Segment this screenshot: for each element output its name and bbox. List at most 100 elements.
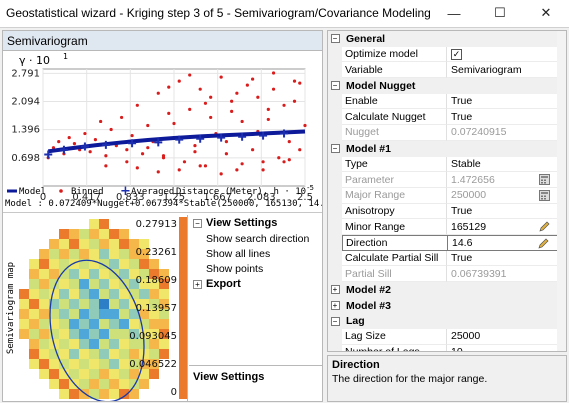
collapse-icon[interactable]: − (330, 34, 340, 44)
export-header[interactable]: + Export (189, 276, 322, 292)
chart-legend: Model Binned + Averaged Distance (Meter)… (3, 183, 322, 199)
binned-point (261, 160, 265, 164)
category-model-nugget[interactable]: − Model Nugget (328, 78, 566, 94)
checkbox-checked-icon[interactable]: ✓ (451, 48, 462, 60)
map-cell (149, 269, 159, 279)
category-model-3[interactable]: + Model #3 (328, 297, 566, 314)
expand-icon[interactable]: + (330, 301, 340, 311)
property-calculate-nugget[interactable]: Calculate Nugget True (328, 109, 566, 126)
property-name: Number of Lags (342, 344, 447, 351)
averaged-point (217, 133, 226, 142)
map-cell (139, 309, 149, 319)
binned-point (188, 73, 192, 77)
binned-point (219, 172, 223, 176)
map-cell (89, 339, 99, 349)
property-description: Direction The direction for the major ra… (327, 355, 567, 402)
map-cell (109, 289, 119, 299)
expand-icon[interactable]: + (193, 279, 202, 289)
map-cell (99, 289, 109, 299)
property-number-of-lags[interactable]: Number of Lags10 (328, 344, 566, 351)
property-direction[interactable]: Direction 14.6 (328, 234, 566, 251)
property-parameter[interactable]: Parameter 1.472656 (328, 172, 566, 188)
close-button[interactable]: ✕ (540, 5, 552, 20)
property-grid-scrollbar[interactable] (557, 31, 566, 351)
property-type[interactable]: Type Stable (328, 156, 566, 173)
property-nugget[interactable]: Nugget 0.07240915 (328, 125, 566, 141)
category-general[interactable]: − General (328, 31, 566, 47)
property-variable[interactable]: Variable Semivariogram (328, 62, 566, 79)
property-calculate-partial-sill[interactable]: Calculate Partial Sill True (328, 250, 566, 267)
property-anisotropy[interactable]: Anisotropy True (328, 203, 566, 220)
property-minor-range[interactable]: Minor Range 165129 (328, 219, 566, 235)
minimize-button[interactable]: — (447, 5, 461, 21)
map-cell (39, 259, 49, 269)
map-cell (89, 379, 99, 389)
semivariogram-header: Semivariogram (3, 31, 322, 51)
map-cell (59, 379, 69, 389)
property-value[interactable]: ✓ (447, 47, 566, 63)
semivariogram-map-svg: 0.27913 0.23261 0.18609 0.13957 0.093045 0.04… (19, 217, 187, 401)
property-value[interactable]: True (447, 204, 566, 220)
averaged-point (44, 150, 53, 159)
property-enable[interactable]: Enable True (328, 93, 566, 110)
semivariogram-map[interactable]: Semivariogram map 0.27913 0.23261 0.18609 0… (3, 215, 188, 401)
category-label: General (346, 32, 386, 45)
semivariogram-chart[interactable]: γ · 10 1 0 0.417 0.833 1.25 1.667 2.083 2.5 0.6… (3, 51, 322, 206)
map-cell (119, 309, 129, 319)
collapse-icon[interactable]: − (330, 316, 340, 326)
map-cell (139, 379, 149, 389)
map-cell (29, 359, 39, 369)
collapse-icon[interactable]: − (193, 218, 202, 228)
category-model-1[interactable]: − Model #1 (328, 140, 566, 157)
show-all-lines-option[interactable]: Show all lines (206, 247, 271, 260)
binned-point (298, 81, 302, 85)
edit-pen-icon[interactable] (539, 221, 550, 232)
property-lag-size[interactable]: Lag Size 25000 (328, 329, 566, 345)
calculator-icon[interactable] (539, 189, 550, 201)
map-cell (99, 339, 109, 349)
property-value[interactable]: True (447, 94, 566, 110)
maximize-button[interactable]: ☐ (494, 5, 506, 20)
map-cell (89, 389, 99, 399)
property-value[interactable]: 25000 (447, 329, 566, 345)
property-major-range[interactable]: Major Range 250000 (328, 187, 566, 204)
binned-point (287, 140, 291, 144)
map-cell (139, 239, 149, 249)
binned-point (167, 85, 171, 89)
map-cell (159, 319, 169, 329)
map-cell (99, 389, 109, 399)
show-points-option[interactable]: Show points (206, 262, 264, 275)
property-value[interactable]: 14.6 (447, 234, 566, 251)
legend-averaged-label: Averaged (131, 187, 174, 197)
map-cell (59, 349, 69, 359)
map-cell (99, 329, 109, 339)
property-value[interactable]: 165129 (447, 219, 566, 235)
property-value[interactable]: True (447, 251, 566, 267)
property-value[interactable]: 10 (447, 345, 566, 351)
property-value[interactable]: Stable (447, 157, 566, 173)
show-search-direction-option[interactable]: Show search direction (206, 232, 310, 245)
binned-point (240, 119, 244, 124)
calculator-icon[interactable] (539, 174, 550, 186)
binned-point (172, 121, 176, 126)
map-cell (59, 249, 69, 259)
map-cell (29, 269, 39, 279)
expand-icon[interactable]: + (330, 285, 340, 295)
view-settings-header[interactable]: − View Settings (189, 215, 322, 231)
binned-point (271, 71, 276, 75)
edit-pen-icon[interactable] (538, 238, 549, 249)
y-tick-label: 2.094 (11, 97, 40, 108)
property-optimize-model[interactable]: Optimize model ✓ (328, 46, 566, 63)
property-value[interactable]: True (447, 109, 566, 126)
property-partial-sill[interactable]: Partial Sill 0.06739391 (328, 266, 566, 282)
map-cell (129, 349, 139, 359)
property-value[interactable]: Semivariogram (447, 62, 566, 79)
collapse-icon[interactable]: − (330, 81, 340, 91)
map-cell (49, 279, 59, 289)
binned-point (83, 131, 87, 136)
collapse-icon[interactable]: − (330, 144, 340, 154)
map-cell (79, 319, 89, 329)
map-cell (59, 319, 69, 329)
category-model-2[interactable]: + Model #2 (328, 282, 566, 298)
category-lag[interactable]: − Lag (328, 313, 566, 330)
